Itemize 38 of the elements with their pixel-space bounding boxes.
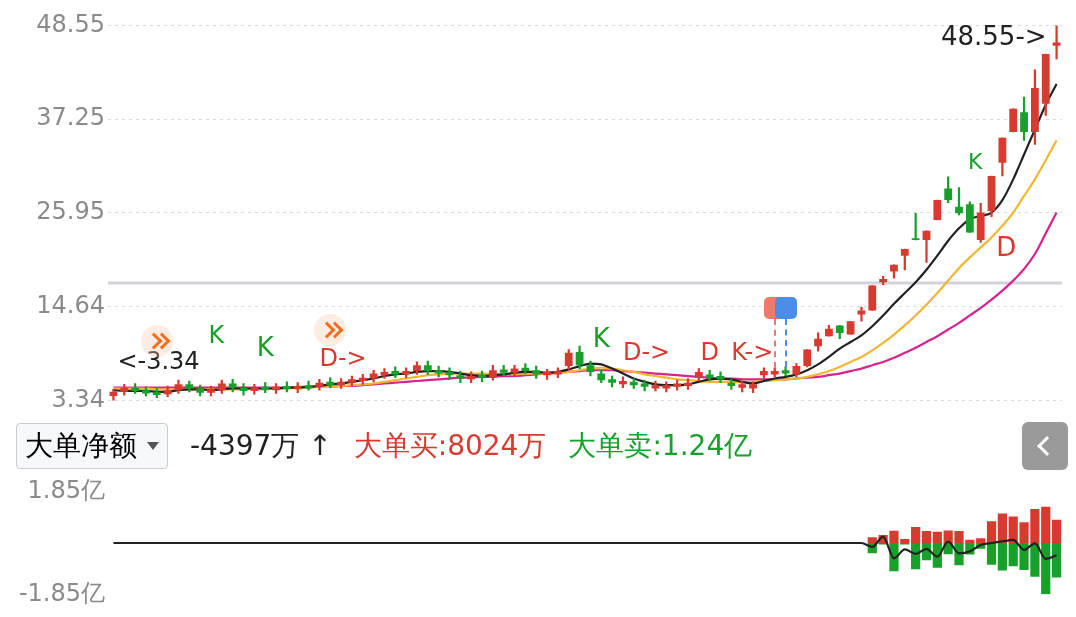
candlestick <box>640 379 649 392</box>
annotation: D-> <box>622 338 671 367</box>
annotation: D <box>700 338 719 367</box>
candlestick <box>1052 25 1061 60</box>
text: 大单卖:1.24亿 <box>568 428 753 464</box>
y-tick-label: -1.85亿 <box>18 578 105 607</box>
bar <box>1051 519 1062 543</box>
annotation: <-3.34 <box>117 347 200 376</box>
annotation: K <box>968 149 984 175</box>
y-tick-label: 48.55 <box>36 9 105 38</box>
annotation: D-> <box>319 344 367 373</box>
bar <box>976 538 986 543</box>
bar <box>921 531 932 543</box>
candlestick <box>857 306 866 322</box>
candlestick <box>521 363 530 374</box>
annotation: K <box>592 323 611 354</box>
annotation: D <box>996 232 1017 263</box>
bar <box>1051 543 1062 578</box>
y-tick-label: 37.25 <box>36 103 105 132</box>
bar <box>911 527 921 543</box>
text: 大单买:8024万 <box>353 428 547 464</box>
y-tick-label: 3.34 <box>51 384 105 413</box>
y-tick-label: 25.95 <box>36 197 105 226</box>
y-tick-label: 1.85亿 <box>27 475 105 504</box>
annotation: K <box>208 320 226 349</box>
text: -4397万 ↑ <box>190 428 332 464</box>
bar <box>867 537 877 543</box>
bar <box>997 513 1007 543</box>
bar <box>986 521 997 543</box>
bar <box>986 543 997 565</box>
bar <box>997 543 1007 571</box>
bar <box>932 531 942 543</box>
annotation: K-> <box>731 338 774 367</box>
annotation: 48.55-> <box>940 21 1047 52</box>
annotation: K <box>256 331 275 362</box>
chart-title: 大单净额 <box>25 428 137 464</box>
y-tick-label: 14.64 <box>36 291 105 320</box>
line-series <box>112 535 1058 560</box>
